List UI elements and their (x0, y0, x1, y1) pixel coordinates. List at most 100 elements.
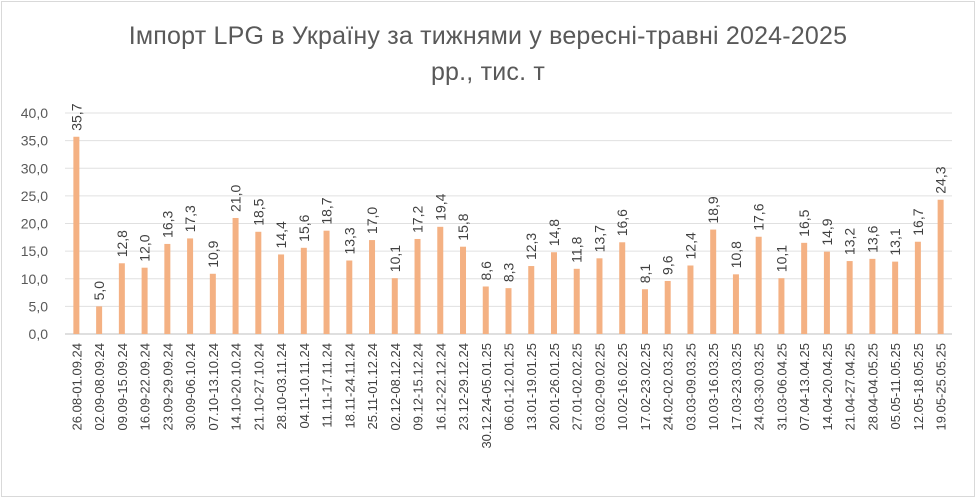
bar (664, 280, 671, 334)
data-label: 16,3 (159, 210, 175, 237)
data-label: 15,6 (296, 214, 312, 241)
bar (96, 306, 103, 334)
y-tick-label: 5,0 (29, 298, 49, 314)
bar (141, 267, 148, 334)
bar (255, 231, 262, 334)
chart-title-line1: Імпорт LPG в Україну за тижнями у вересн… (128, 22, 848, 50)
x-tick-label: 09.09-15.09.24 (115, 343, 130, 430)
bar (869, 258, 876, 334)
chart-title: Імпорт LPG в Україну за тижнями у вересн… (0, 18, 976, 90)
x-tick-label: 23.12-29.12.24 (456, 343, 471, 430)
bar (164, 243, 171, 334)
bar (687, 265, 694, 334)
bar (846, 261, 853, 334)
x-tick-label: 30.12.24-05.01.25 (479, 343, 494, 449)
bar (323, 230, 330, 334)
bar (528, 266, 535, 334)
bars (73, 136, 944, 334)
x-tick-label: 19.05-25.05.25 (934, 343, 949, 430)
data-label: 14,9 (819, 218, 835, 245)
data-label: 9,6 (660, 255, 676, 275)
x-tick-label: 18.11-24.11.24 (342, 343, 357, 429)
x-tick-label: 13.01-19.01.25 (524, 343, 539, 430)
data-label: 16,7 (910, 208, 926, 235)
data-label: 17,0 (364, 207, 380, 234)
data-label: 35,7 (68, 103, 84, 130)
y-tick-label: 10,0 (21, 271, 48, 287)
x-axis: 26.08-01.09.24 02.09-08.09.24 09.09-15.09.… (69, 343, 948, 449)
data-label: 12,3 (523, 233, 539, 260)
x-tick-label: 24.02-02.03.25 (661, 343, 676, 430)
data-label: 19,4 (432, 193, 448, 220)
bar (505, 288, 512, 334)
y-tick-label: 25,0 (21, 188, 48, 204)
bar (118, 263, 125, 334)
bar (300, 247, 307, 334)
bar (460, 246, 467, 334)
bar (801, 242, 808, 334)
data-label: 8,1 (637, 264, 653, 284)
bar (346, 260, 353, 334)
data-label: 17,2 (410, 206, 426, 233)
x-tick-label: 25.11-01.12.24 (365, 343, 380, 430)
x-tick-label: 12.05-18.05.25 (911, 343, 926, 430)
x-tick-label: 09.12-15.12.24 (411, 343, 426, 430)
bar (550, 252, 557, 334)
data-label: 13,6 (864, 225, 880, 252)
x-tick-label: 10.03-16.03.25 (706, 343, 721, 430)
x-tick-label: 10.02-16.02.25 (615, 343, 630, 430)
data-label: 13,7 (591, 225, 607, 252)
data-label: 12,4 (682, 232, 698, 259)
data-label: 10,1 (387, 245, 403, 272)
bar (937, 199, 944, 334)
data-label: 18,9 (705, 196, 721, 223)
data-label: 17,6 (751, 203, 767, 230)
x-tick-label: 04.11-10.11.24 (297, 343, 312, 429)
data-labels: 35,7 5,0 12,8 12,0 16,3 17,3 10,9 21,0 18,5 14,4 1… (68, 103, 948, 300)
x-tick-label: 28.10-03.11.24 (274, 343, 289, 430)
y-tick-label: 40,0 (21, 105, 48, 121)
x-tick-label: 17.03-23.03.25 (729, 343, 744, 430)
x-tick-label: 24.03-30.03.25 (752, 343, 767, 430)
data-label: 10,1 (773, 245, 789, 272)
bar (187, 238, 194, 334)
x-tick-label: 17.02-23.02.25 (638, 343, 653, 430)
data-label: 10,9 (205, 240, 221, 267)
x-tick-label: 07.04-13.04.25 (797, 343, 812, 430)
x-tick-label: 14.04-20.04.25 (820, 343, 835, 430)
data-label: 8,3 (501, 262, 517, 282)
y-tick-label: 20,0 (21, 216, 48, 232)
x-tick-label: 03.02-09.02.25 (592, 343, 607, 430)
data-label: 8,6 (478, 261, 494, 281)
y-tick-label: 0,0 (29, 326, 49, 342)
x-tick-label: 26.08-01.09.24 (69, 343, 84, 430)
data-label: 24,3 (933, 166, 949, 193)
data-label: 10,8 (728, 241, 744, 268)
x-tick-label: 20.01-26.01.25 (547, 343, 562, 430)
x-tick-label: 21.04-27.04.25 (843, 343, 858, 430)
bar (823, 251, 830, 334)
bar (369, 240, 376, 334)
x-tick-label: 02.12-08.12.24 (388, 343, 403, 430)
bar (596, 258, 603, 334)
x-tick-label: 16.12-22.12.24 (433, 343, 448, 430)
x-tick-label: 23.09-29.09.24 (160, 343, 175, 430)
y-tick-label: 15,0 (21, 243, 48, 259)
x-tick-label: 27.01-02.02.25 (570, 343, 585, 430)
x-tick-label: 31.03-06.04.25 (774, 343, 789, 430)
bar (278, 254, 285, 334)
x-tick-label: 07.10-13.10.24 (206, 343, 221, 430)
x-tick-label: 28.04-04.05.25 (865, 343, 880, 430)
bar (573, 268, 580, 334)
data-label: 12,0 (137, 234, 153, 261)
x-tick-label: 05.05-11.05.25 (888, 343, 903, 430)
data-label: 5,0 (91, 281, 107, 301)
bar (209, 273, 216, 334)
data-label: 14,8 (546, 219, 562, 246)
x-tick-label: 11.11-17.11.24 (320, 343, 335, 428)
bar (914, 241, 921, 334)
data-label: 17,3 (182, 205, 198, 232)
bar (641, 289, 648, 334)
data-label: 13,2 (842, 228, 858, 255)
